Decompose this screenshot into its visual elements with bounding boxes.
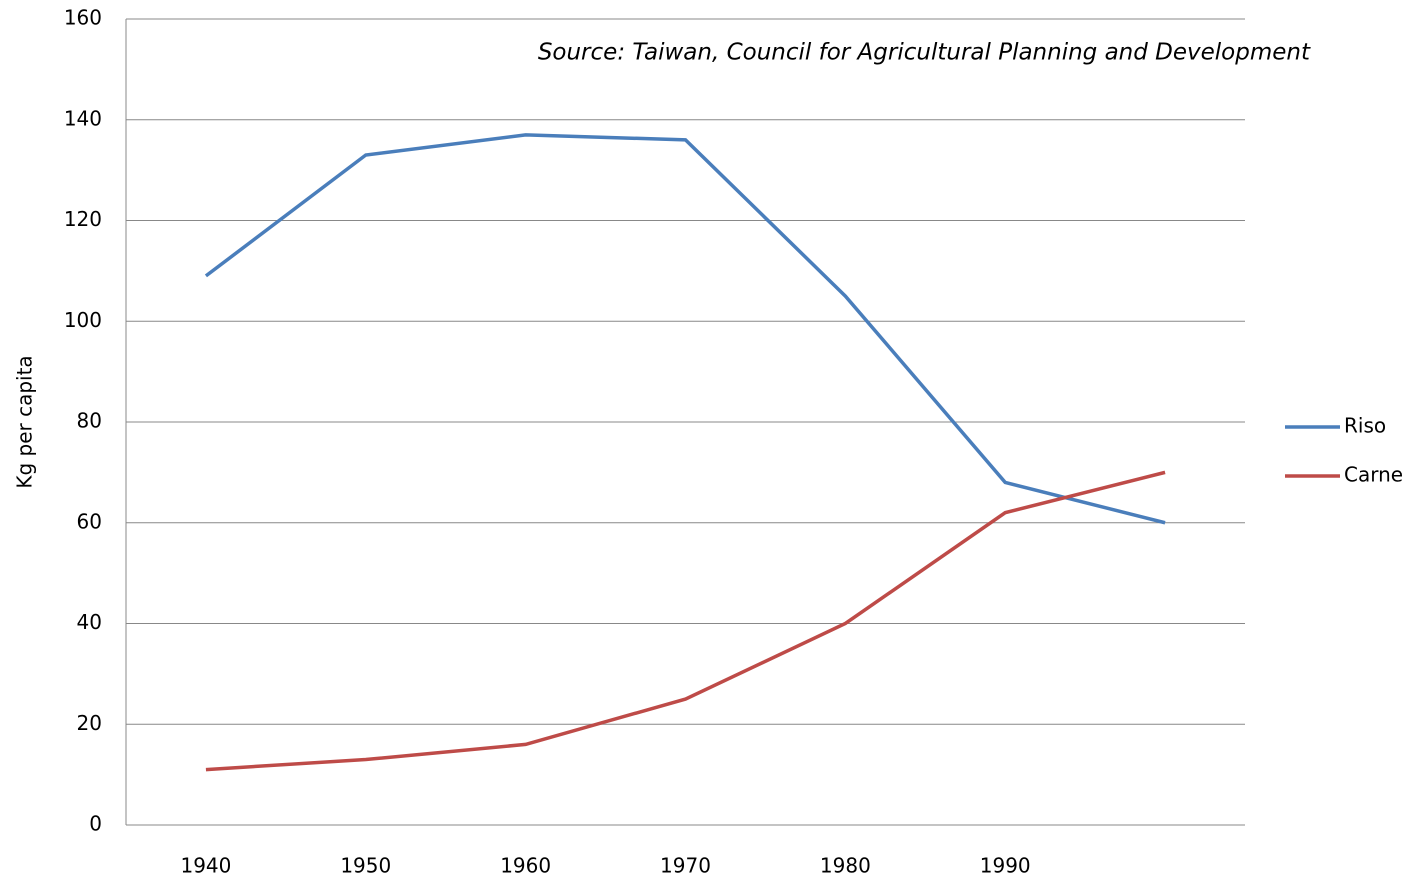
- annotation: Source: Taiwan, Council for Agricultural…: [538, 40, 1311, 66]
- y-tick-label: 20: [77, 711, 102, 735]
- series-line: [204, 133, 1166, 525]
- y-tick-label: 60: [77, 509, 102, 533]
- y-tick-label: 40: [77, 610, 102, 634]
- y-tick-label: 160: [64, 6, 102, 30]
- y-tick-label: 140: [64, 106, 102, 130]
- series-line: [205, 470, 1166, 772]
- legend-label: Riso: [1344, 414, 1386, 438]
- y-tick-label: 120: [64, 207, 102, 231]
- x-tick-label: 1960: [500, 854, 551, 878]
- x-tick-label: 1940: [180, 854, 231, 878]
- x-tick-label: 1990: [980, 854, 1031, 878]
- x-tick-label: 1950: [340, 854, 391, 878]
- y-tick-label: 0: [89, 812, 102, 836]
- legend-label: Carne: [1344, 463, 1403, 487]
- x-tick-label: 1970: [660, 854, 711, 878]
- y-tick-label: 80: [77, 409, 102, 433]
- y-tick-label: 100: [64, 308, 102, 332]
- x-tick-label: 1980: [820, 854, 871, 878]
- y-axis-label: Kg per capita: [13, 355, 37, 488]
